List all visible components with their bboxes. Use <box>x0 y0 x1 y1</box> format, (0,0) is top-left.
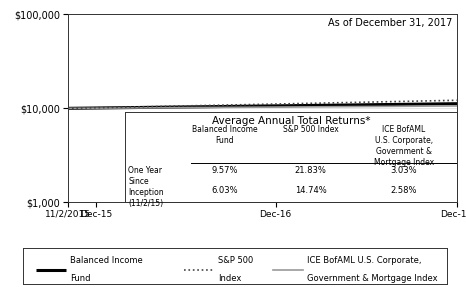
Text: Government & Mortgage Index: Government & Mortgage Index <box>308 274 438 283</box>
Text: 21.83%: 21.83% <box>295 166 327 175</box>
Text: 6.03%: 6.03% <box>211 186 238 195</box>
Text: One Year: One Year <box>128 166 162 175</box>
Text: Since
Inception
(11/2/15): Since Inception (11/2/15) <box>128 177 164 208</box>
Text: S&P 500: S&P 500 <box>219 256 254 265</box>
Text: ICE BofAML
U.S. Corporate,
Government &
Mortgage Index: ICE BofAML U.S. Corporate, Government & … <box>374 125 434 167</box>
Text: S&P 500 Index: S&P 500 Index <box>283 125 339 133</box>
Text: Balanced Income
Fund: Balanced Income Fund <box>192 125 257 145</box>
Text: Balanced Income: Balanced Income <box>70 256 143 265</box>
Text: 14.74%: 14.74% <box>295 186 327 195</box>
Text: Index: Index <box>219 274 242 283</box>
Text: As of December 31, 2017: As of December 31, 2017 <box>329 18 453 28</box>
Text: Average Annual Total Returns*: Average Annual Total Returns* <box>212 116 370 125</box>
Text: 9.57%: 9.57% <box>211 166 238 175</box>
Text: Fund: Fund <box>70 274 90 283</box>
Text: ICE BofAML U.S. Corporate,: ICE BofAML U.S. Corporate, <box>308 256 422 265</box>
Text: 3.03%: 3.03% <box>391 166 417 175</box>
Text: 2.58%: 2.58% <box>391 186 417 195</box>
